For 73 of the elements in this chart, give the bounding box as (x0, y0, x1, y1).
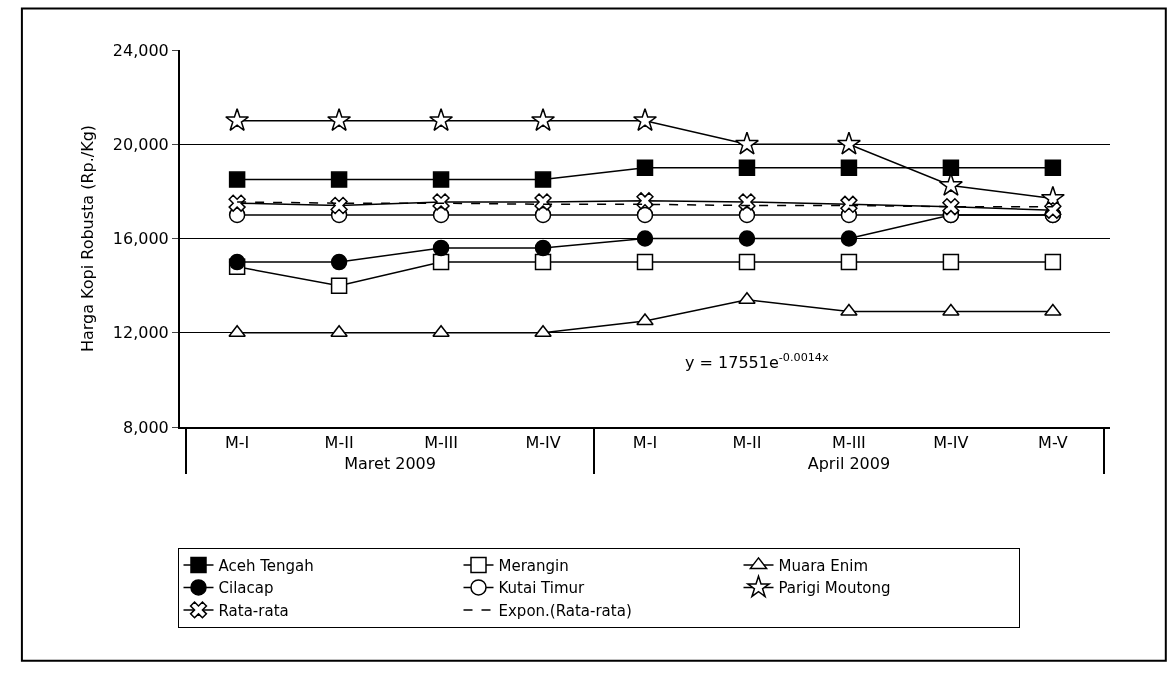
x-tick-label: M-III (424, 433, 458, 453)
point (534, 193, 552, 211)
point (840, 230, 858, 247)
point (636, 206, 654, 224)
point (225, 108, 250, 132)
point (938, 172, 963, 196)
x-tick-label: M-II (732, 433, 762, 453)
point (734, 131, 760, 155)
point (534, 239, 552, 257)
y-tick-label: 20,000 (112, 134, 169, 154)
point (330, 171, 348, 188)
point (228, 253, 246, 271)
point (534, 171, 552, 188)
point (1044, 253, 1062, 271)
point (636, 192, 654, 210)
point (840, 303, 858, 316)
point (942, 198, 960, 216)
text: Maret 2009 (344, 454, 436, 474)
legend-label: Muara Enim (778, 556, 869, 575)
x-tick-label: M-IV (525, 433, 561, 453)
annotation: y = 17551e$^{-0.0014x}$ (685, 351, 829, 372)
legend-label: Cilacap (218, 579, 274, 598)
point (632, 108, 658, 132)
point (738, 253, 756, 271)
legend-label: Rata-rata (218, 601, 289, 620)
legend-label: Kutai Timur (498, 579, 586, 598)
point (428, 108, 454, 132)
point (1044, 201, 1062, 219)
x-tick-label: M-V (1038, 433, 1068, 453)
point (636, 313, 654, 326)
point (1044, 159, 1062, 177)
point (840, 195, 858, 213)
y-tick-label: 24,000 (112, 40, 169, 60)
point (534, 206, 552, 224)
point (738, 292, 756, 305)
point (738, 193, 756, 211)
x-tick-label: M-IV (933, 433, 969, 453)
point (228, 194, 246, 212)
point (1044, 303, 1062, 316)
point (942, 253, 960, 271)
point (530, 108, 556, 132)
point (636, 253, 654, 271)
point (228, 171, 246, 188)
point (330, 277, 348, 294)
point (432, 171, 450, 188)
point (840, 253, 858, 271)
legend-label: Parigi Moutong (778, 579, 891, 598)
legend-label: Aceh Tengah (218, 556, 314, 575)
x-tick-label: M-III (832, 433, 866, 453)
point (636, 230, 654, 247)
point (738, 206, 756, 224)
point (738, 230, 756, 247)
point (330, 196, 348, 215)
point (836, 131, 862, 155)
point (327, 108, 352, 132)
y-tick-label: 12,000 (112, 323, 169, 343)
point (636, 159, 654, 177)
x-tick-label: M-I (224, 433, 250, 453)
point (840, 159, 858, 177)
point (432, 239, 450, 257)
point (432, 206, 450, 224)
x-tick-label: M-II (324, 433, 354, 453)
point (942, 159, 960, 177)
x-tick-label: M-I (632, 433, 658, 453)
y-tick-label: 8,000 (122, 417, 169, 437)
legend-label: Merangin (498, 556, 569, 575)
y-axis-title: Harga Kopi Robusta (Rp./Kg) (78, 124, 98, 353)
point (942, 303, 960, 316)
text: April 2009 (807, 454, 891, 474)
point (330, 253, 348, 271)
legend-label: Expon.(Rata-rata) (498, 601, 632, 620)
y-tick-label: 16,000 (112, 229, 169, 249)
point (738, 159, 756, 177)
